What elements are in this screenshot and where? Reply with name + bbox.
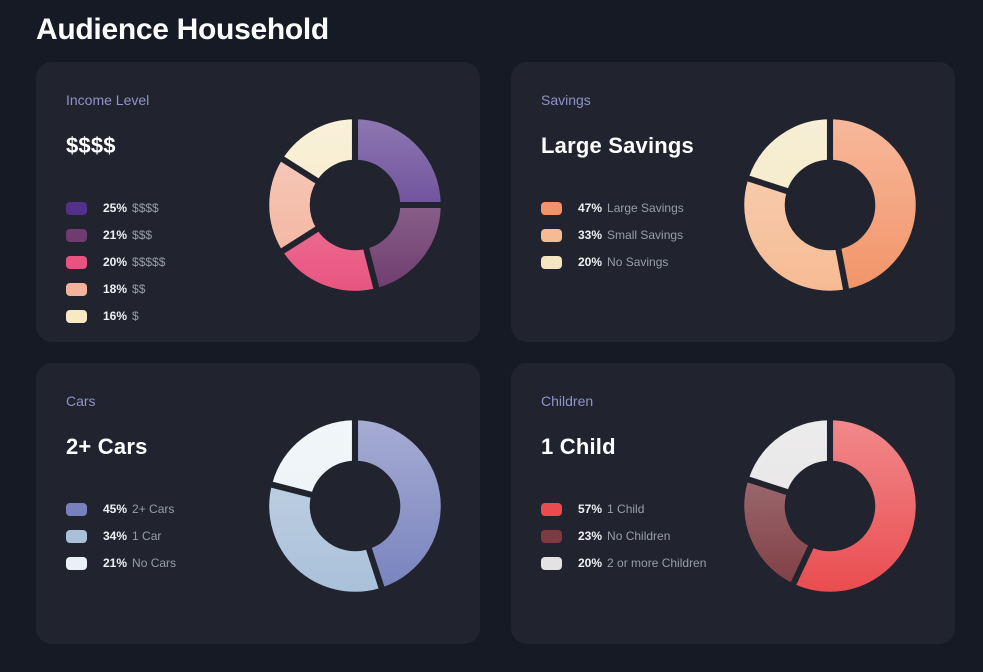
legend-percentage: 34% (103, 529, 128, 543)
card-savings: Savings Large Savings 47% Large Savings 33… (511, 62, 955, 342)
dashboard-grid: Income Level $$$$ 25% $$$$ 21% $$$ 20% $$$$$ 1… (36, 62, 955, 644)
legend-label: $$$ (132, 228, 153, 242)
donut-chart-savings (741, 116, 919, 294)
donut-slice-2 (269, 417, 355, 495)
legend-swatch (66, 556, 87, 570)
legend-swatch (66, 529, 87, 543)
donut-chart-cars (266, 417, 444, 595)
legend-label: $ (132, 309, 139, 323)
headline-value: Large Savings (541, 133, 694, 158)
donut-slice-2 (746, 116, 830, 191)
legend-item: 34% 1 Car (66, 529, 176, 543)
legend-percentage: 18% (103, 282, 128, 296)
donut-slice-4 (281, 116, 355, 182)
legend-swatch (541, 556, 562, 570)
legend-item: 21% $$$ (66, 228, 165, 242)
donut-slice-2 (281, 228, 377, 294)
page-title: Audience Household (36, 13, 329, 46)
legend: 25% $$$$ 21% $$$ 20% $$$$$ 18% $$ 16% $ (66, 201, 165, 323)
donut-slice-0 (355, 417, 444, 590)
legend-percentage: 21% (103, 228, 128, 242)
legend-swatch (66, 282, 87, 296)
donut-slice-0 (793, 417, 919, 595)
legend-label: No Cars (132, 556, 177, 570)
legend: 47% Large Savings 33% Small Savings 20% No Sa… (541, 201, 684, 269)
legend-swatch (66, 228, 87, 242)
legend-swatch (66, 255, 87, 269)
card-income-level: Income Level $$$$ 25% $$$$ 21% $$$ 20% $$$$$ 1… (36, 62, 480, 342)
legend-item: 45% 2+ Cars (66, 502, 176, 516)
legend-item: 16% $ (66, 309, 165, 323)
legend-percentage: 20% (578, 255, 603, 269)
legend-label: $$ (132, 282, 146, 296)
legend-swatch (541, 255, 562, 269)
card-cars: Cars 2+ Cars 45% 2+ Cars 34% 1 Car 21% No Car… (36, 363, 480, 644)
legend-label: 1 Car (132, 529, 162, 543)
legend-percentage: 23% (578, 529, 603, 543)
legend-label: No Savings (607, 255, 669, 269)
legend-label: 2 or more Children (607, 556, 707, 570)
legend-swatch (66, 502, 87, 516)
legend-percentage: 20% (103, 255, 128, 269)
legend-label: Large Savings (607, 201, 684, 215)
donut-slice-0 (355, 116, 444, 205)
legend-label: No Children (607, 529, 671, 543)
legend-swatch (66, 309, 87, 323)
card-title: Savings (541, 92, 591, 108)
card-title: Income Level (66, 92, 150, 108)
card-children: Children 1 Child 57% 1 Child 23% No Childre… (511, 363, 955, 644)
legend-item: 25% $$$$ (66, 201, 165, 215)
donut-chart-income-level (266, 116, 444, 294)
donut-slice-2 (746, 417, 830, 492)
legend-swatch (541, 201, 562, 215)
donut-chart-children (741, 417, 919, 595)
donut-slice-1 (266, 484, 382, 595)
legend-percentage: 21% (103, 556, 128, 570)
headline-value: $$$$ (66, 133, 116, 158)
legend-percentage: 20% (578, 556, 603, 570)
legend-item: 21% No Cars (66, 556, 176, 570)
legend-percentage: 25% (103, 201, 128, 215)
donut-slice-1 (741, 479, 811, 586)
donut-slice-3 (266, 158, 319, 252)
legend-label: $$$$$ (132, 255, 166, 269)
donut-slice-0 (830, 116, 919, 292)
card-title: Cars (66, 393, 96, 409)
headline-value: 1 Child (541, 434, 616, 459)
donut-slice-1 (741, 178, 846, 294)
legend-item: 57% 1 Child (541, 502, 706, 516)
legend-label: $$$$ (132, 201, 159, 215)
donut-slice-1 (366, 205, 444, 291)
legend-percentage: 45% (103, 502, 128, 516)
legend-percentage: 57% (578, 502, 603, 516)
legend: 57% 1 Child 23% No Children 20% 2 or more Chi… (541, 502, 706, 570)
legend-percentage: 16% (103, 309, 128, 323)
legend: 45% 2+ Cars 34% 1 Car 21% No Cars (66, 502, 176, 570)
legend-item: 33% Small Savings (541, 228, 684, 242)
legend-item: 47% Large Savings (541, 201, 684, 215)
legend-swatch (541, 502, 562, 516)
legend-item: 20% No Savings (541, 255, 684, 269)
legend-swatch (541, 228, 562, 242)
legend-label: Small Savings (607, 228, 684, 242)
legend-item: 23% No Children (541, 529, 706, 543)
legend-label: 1 Child (607, 502, 645, 516)
legend-item: 20% 2 or more Children (541, 556, 706, 570)
legend-item: 20% $$$$$ (66, 255, 165, 269)
legend-percentage: 47% (578, 201, 603, 215)
legend-percentage: 33% (578, 228, 603, 242)
legend-item: 18% $$ (66, 282, 165, 296)
headline-value: 2+ Cars (66, 434, 148, 459)
legend-swatch (541, 529, 562, 543)
legend-swatch (66, 201, 87, 215)
legend-label: 2+ Cars (132, 502, 175, 516)
card-title: Children (541, 393, 594, 409)
